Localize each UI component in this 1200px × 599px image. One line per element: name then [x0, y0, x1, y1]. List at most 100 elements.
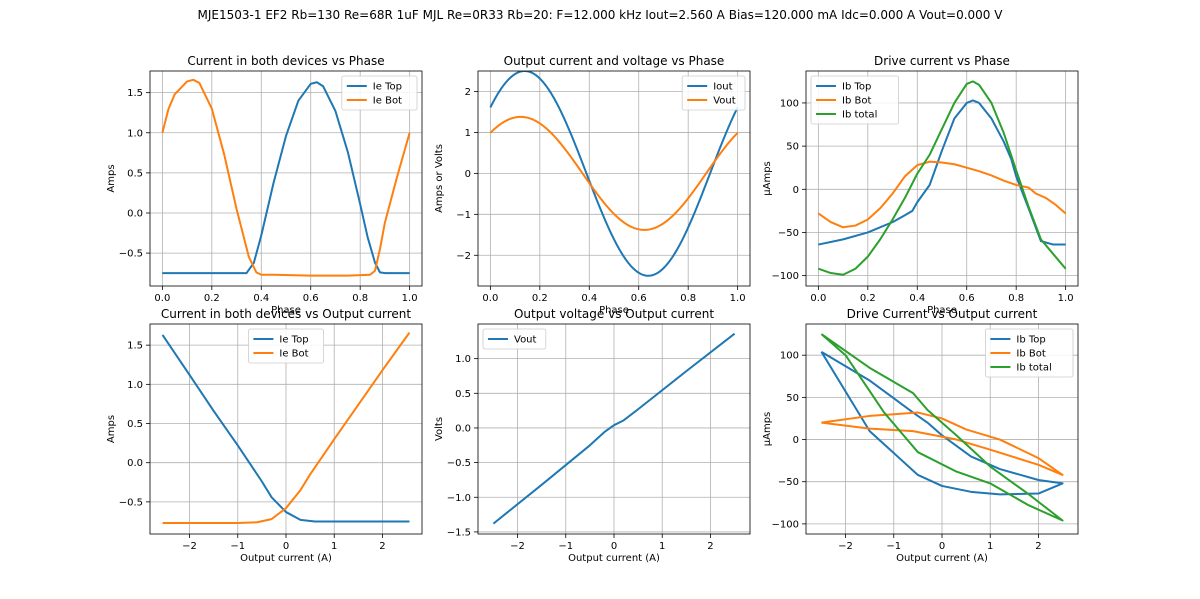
chart-current-both-devices-vs-output-current: −2 −1 0 1 2 −0.5 0.0 0.5 1.0 1.5 Current in both d… [106, 307, 423, 564]
series-line-ib-total [820, 333, 1064, 522]
series-line-vout [489, 115, 739, 231]
plot-frame [477, 323, 751, 535]
y-tick-label: 50 [786, 393, 799, 404]
y-axis-label: Amps [106, 415, 117, 443]
x-tick-label: 0.8 [680, 293, 696, 304]
legend-box [810, 75, 899, 125]
legend-box [341, 75, 418, 111]
y-tick-label: 1.5 [127, 88, 143, 99]
legend: Ie Top Ie Bot [248, 328, 324, 364]
legend-label-ie-bot: Ie Bot [279, 349, 308, 360]
chart-output-voltage-vs-output-current: −2 −1 0 1 2 −1.5 −1.0 −0.5 0.0 0.5 1.0 Output volta… [434, 307, 751, 564]
chart-title: Current in both devices vs Phase [187, 54, 384, 68]
legend: Ib Top Ib Bot Ib total [810, 75, 899, 125]
legend-label-iout: Iout [713, 82, 732, 93]
y-tick-label: −1.0 [447, 493, 471, 504]
x-tick-label: −1 [230, 541, 245, 552]
x-tick-label: −2 [510, 541, 525, 552]
y-tick-label: −2 [456, 251, 471, 262]
chart-drive-current-vs-phase: 0.0 0.2 0.4 0.6 0.8 1.0 −100 −50 0 50 100 Drive cur… [762, 54, 1079, 316]
y-tick-label: 1.0 [127, 380, 143, 391]
y-tick-label: 0.0 [127, 208, 143, 219]
chart-drive-current-vs-output-current: −2 −1 0 1 2 −100 −50 0 50 100 Drive Current vs Out… [762, 307, 1079, 564]
x-tick-label: 1.0 [1058, 293, 1074, 304]
x-axis-label: Output current (A) [568, 553, 660, 564]
y-tick-label: −0.5 [119, 249, 143, 260]
chart-title: Drive current vs Phase [874, 54, 1010, 68]
legend-label-ib-bot: Ib Bot [1016, 349, 1045, 360]
series-line-ie-top [161, 334, 410, 523]
x-tick-label: 0.6 [631, 293, 647, 304]
plot-frame [477, 70, 751, 287]
series-line-ib-bot [821, 411, 1064, 476]
chart-output-current-voltage-vs-phase: 0.0 0.2 0.4 0.6 0.8 1.0 −2 −1 0 1 2 Output current … [434, 54, 751, 316]
x-tick-label: 0.4 [909, 293, 925, 304]
series-line-ib-top [818, 99, 1066, 246]
chart-title: Drive Current vs Output current [847, 307, 1038, 321]
x-axis-label: Phase [271, 305, 301, 316]
series-line-ie-bot [162, 332, 411, 525]
legend-label-vout: Vout [514, 335, 537, 346]
y-tick-label: −1.5 [447, 527, 471, 538]
y-tick-label: −0.5 [119, 497, 143, 508]
x-tick-label: 1 [331, 541, 337, 552]
series-line-ib-top [820, 350, 1064, 496]
chart-current-both-devices-vs-phase: 0.0 0.2 0.4 0.6 0.8 1.0 −0.5 0.0 0.5 1.0 1.5 Curren… [106, 54, 423, 316]
y-tick-label: −50 [778, 477, 799, 488]
x-tick-label: 0.0 [482, 293, 498, 304]
x-tick-label: 0.6 [959, 293, 975, 304]
legend-label-ie-bot: Ie Bot [373, 96, 402, 107]
y-tick-label: 0 [793, 435, 799, 446]
chart-title: Output current and voltage vs Phase [504, 54, 725, 68]
x-tick-label: 0.4 [581, 293, 597, 304]
chart-title: Output voltage vs Output current [514, 307, 714, 321]
x-axis-label: Output current (A) [896, 553, 988, 564]
y-tick-label: −0.5 [447, 458, 471, 469]
x-tick-label: 0 [283, 541, 289, 552]
legend-label-ib-top: Ib Top [1016, 335, 1045, 346]
x-tick-label: 1 [987, 541, 993, 552]
y-tick-label: 0 [465, 169, 471, 180]
x-tick-label: −1 [886, 541, 901, 552]
y-axis-label: Volts [434, 417, 445, 441]
x-tick-label: 2 [1035, 541, 1041, 552]
x-tick-label: −1 [558, 541, 573, 552]
x-tick-label: −2 [182, 541, 197, 552]
legend: Vout [482, 328, 547, 350]
x-tick-label: 0.0 [810, 293, 826, 304]
legend-label-ib-total: Ib total [842, 110, 877, 121]
chart-title: Current in both devices vs Output curren… [161, 307, 411, 321]
x-tick-label: 0.6 [303, 293, 319, 304]
x-tick-label: 0.0 [154, 293, 170, 304]
y-axis-label: µAmps [762, 161, 773, 196]
x-tick-label: 0.8 [352, 293, 368, 304]
y-tick-label: 1.0 [455, 354, 471, 365]
x-tick-label: 1.0 [730, 293, 746, 304]
legend: Ib Top Ib Bot Ib total [984, 328, 1074, 378]
y-tick-label: −100 [772, 271, 799, 282]
y-tick-label: 0.5 [455, 389, 471, 400]
legend-box [482, 328, 547, 350]
y-axis-label: Amps [106, 164, 117, 192]
y-tick-label: 1.0 [127, 128, 143, 139]
x-tick-label: 0.8 [1008, 293, 1024, 304]
y-tick-label: 0.0 [455, 423, 471, 434]
series-line-vout [492, 332, 736, 525]
y-tick-label: −50 [778, 228, 799, 239]
y-tick-label: 0.0 [127, 458, 143, 469]
y-tick-label: 1.5 [127, 341, 143, 352]
legend-box [248, 328, 324, 364]
legend-label-ib-top: Ib Top [842, 82, 871, 93]
y-tick-label: 0.5 [127, 168, 143, 179]
series-line-iout [489, 71, 739, 277]
legend-box [681, 75, 746, 111]
x-tick-label: 0.4 [253, 293, 269, 304]
series-line-ib-total [818, 80, 1067, 276]
y-tick-label: −100 [772, 519, 799, 530]
legend-label-vout: Vout [713, 96, 736, 107]
y-tick-label: −1 [456, 210, 471, 221]
y-tick-label: 50 [786, 142, 799, 153]
x-tick-label: 2 [379, 541, 385, 552]
x-tick-label: −2 [838, 541, 853, 552]
